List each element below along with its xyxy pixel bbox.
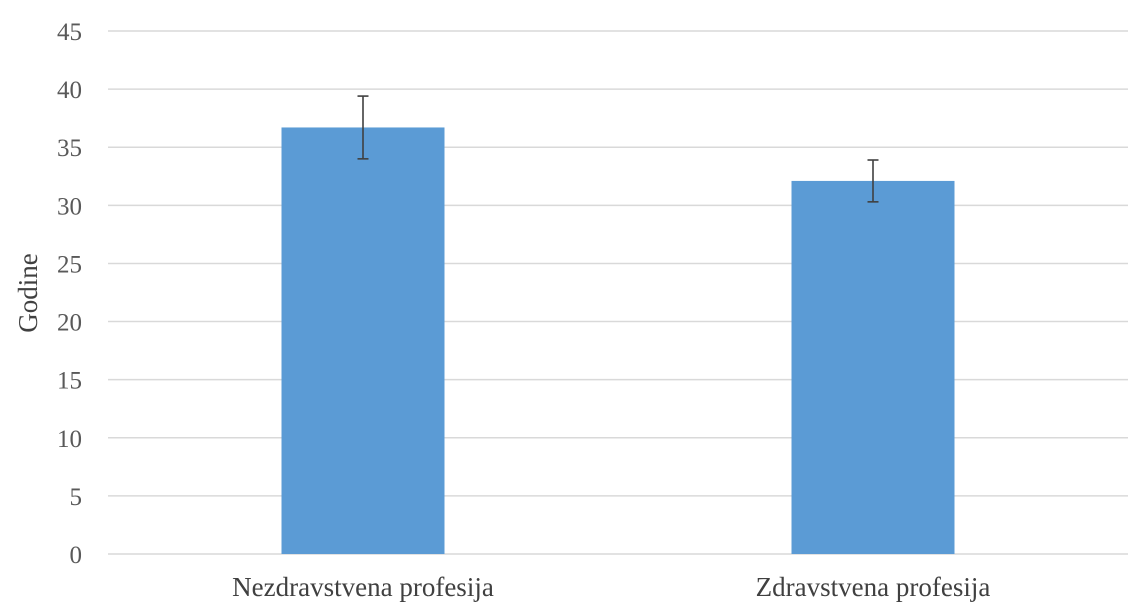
error-bar-2 [867, 159, 879, 203]
y-tick-label: 35 [57, 135, 82, 162]
gridlines [108, 30, 1128, 555]
y-axis-title: Godine [13, 253, 43, 333]
y-axis-ticks: 0 5 10 15 20 25 30 35 40 45 [57, 19, 82, 569]
x-category-label: Nezdravstvena profesija [232, 572, 494, 602]
y-tick-label: 15 [57, 368, 82, 395]
y-tick-label: 10 [57, 426, 82, 453]
error-bar-1 [357, 95, 369, 160]
error-bars [357, 95, 879, 203]
x-axis-categories: Nezdravstvena profesija Zdravstvena profe… [232, 572, 990, 602]
y-tick-label: 20 [57, 310, 82, 337]
bar-2 [791, 180, 955, 554]
y-tick-label: 5 [70, 484, 83, 511]
bar-1 [281, 127, 445, 554]
y-tick-label: 40 [57, 77, 82, 104]
y-tick-label: 30 [57, 193, 82, 220]
y-tick-label: 45 [57, 19, 82, 46]
bars [281, 127, 955, 554]
x-category-label: Zdravstvena profesija [756, 572, 991, 602]
y-tick-label: 0 [70, 542, 83, 569]
y-tick-label: 25 [57, 251, 82, 278]
